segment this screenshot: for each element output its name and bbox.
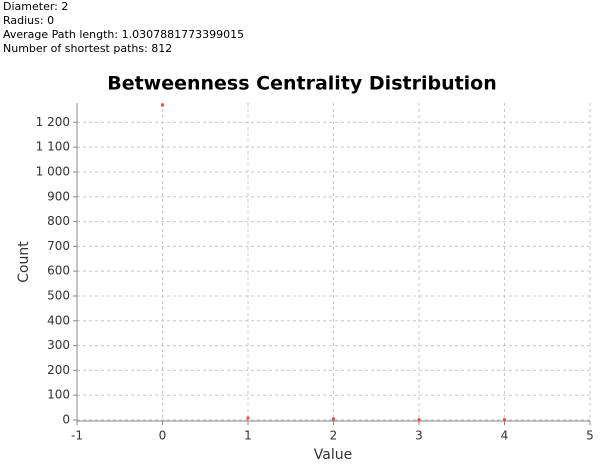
chart-title: Betweenness Centrality Distribution bbox=[107, 73, 497, 95]
y-axis-label: Count bbox=[16, 241, 32, 283]
point bbox=[332, 417, 335, 421]
y-tick-label: 800 bbox=[47, 214, 70, 228]
y-tick-label: 100 bbox=[47, 388, 70, 402]
report-line: Radius: 0 bbox=[3, 14, 54, 27]
report-line: Number of shortest paths: 812 bbox=[3, 42, 172, 55]
y-tick-label: 500 bbox=[47, 288, 70, 302]
point bbox=[246, 416, 250, 420]
x-tick-label: 3 bbox=[415, 429, 423, 443]
y-tick-label: 200 bbox=[47, 363, 70, 377]
point bbox=[161, 103, 164, 107]
y-tick-label: 1 000 bbox=[36, 164, 70, 178]
x-tick-label: 4 bbox=[501, 429, 509, 443]
y-tick-label: 300 bbox=[47, 338, 70, 352]
y-tick-label: 1 100 bbox=[36, 140, 70, 154]
x-tick-label: -1 bbox=[71, 429, 83, 443]
x-tick-label: 1 bbox=[244, 429, 252, 443]
x-axis-label: Value bbox=[314, 447, 352, 463]
report-line: Average Path length: 1.0307881773399015 bbox=[3, 28, 244, 41]
y-tick-label: 600 bbox=[47, 264, 70, 278]
x-tick-label: 5 bbox=[586, 429, 594, 443]
report-line: Diameter: 2 bbox=[3, 0, 68, 13]
x-tick-label: 2 bbox=[330, 429, 338, 443]
point bbox=[503, 418, 506, 422]
y-tick-label: 900 bbox=[47, 189, 70, 203]
point bbox=[417, 418, 421, 422]
x-tick-label: 0 bbox=[159, 429, 167, 443]
y-tick-label: 700 bbox=[47, 239, 70, 253]
y-tick-label: 400 bbox=[47, 313, 70, 327]
y-tick-label: 0 bbox=[62, 413, 70, 427]
y-tick-label: 1 200 bbox=[36, 115, 70, 129]
